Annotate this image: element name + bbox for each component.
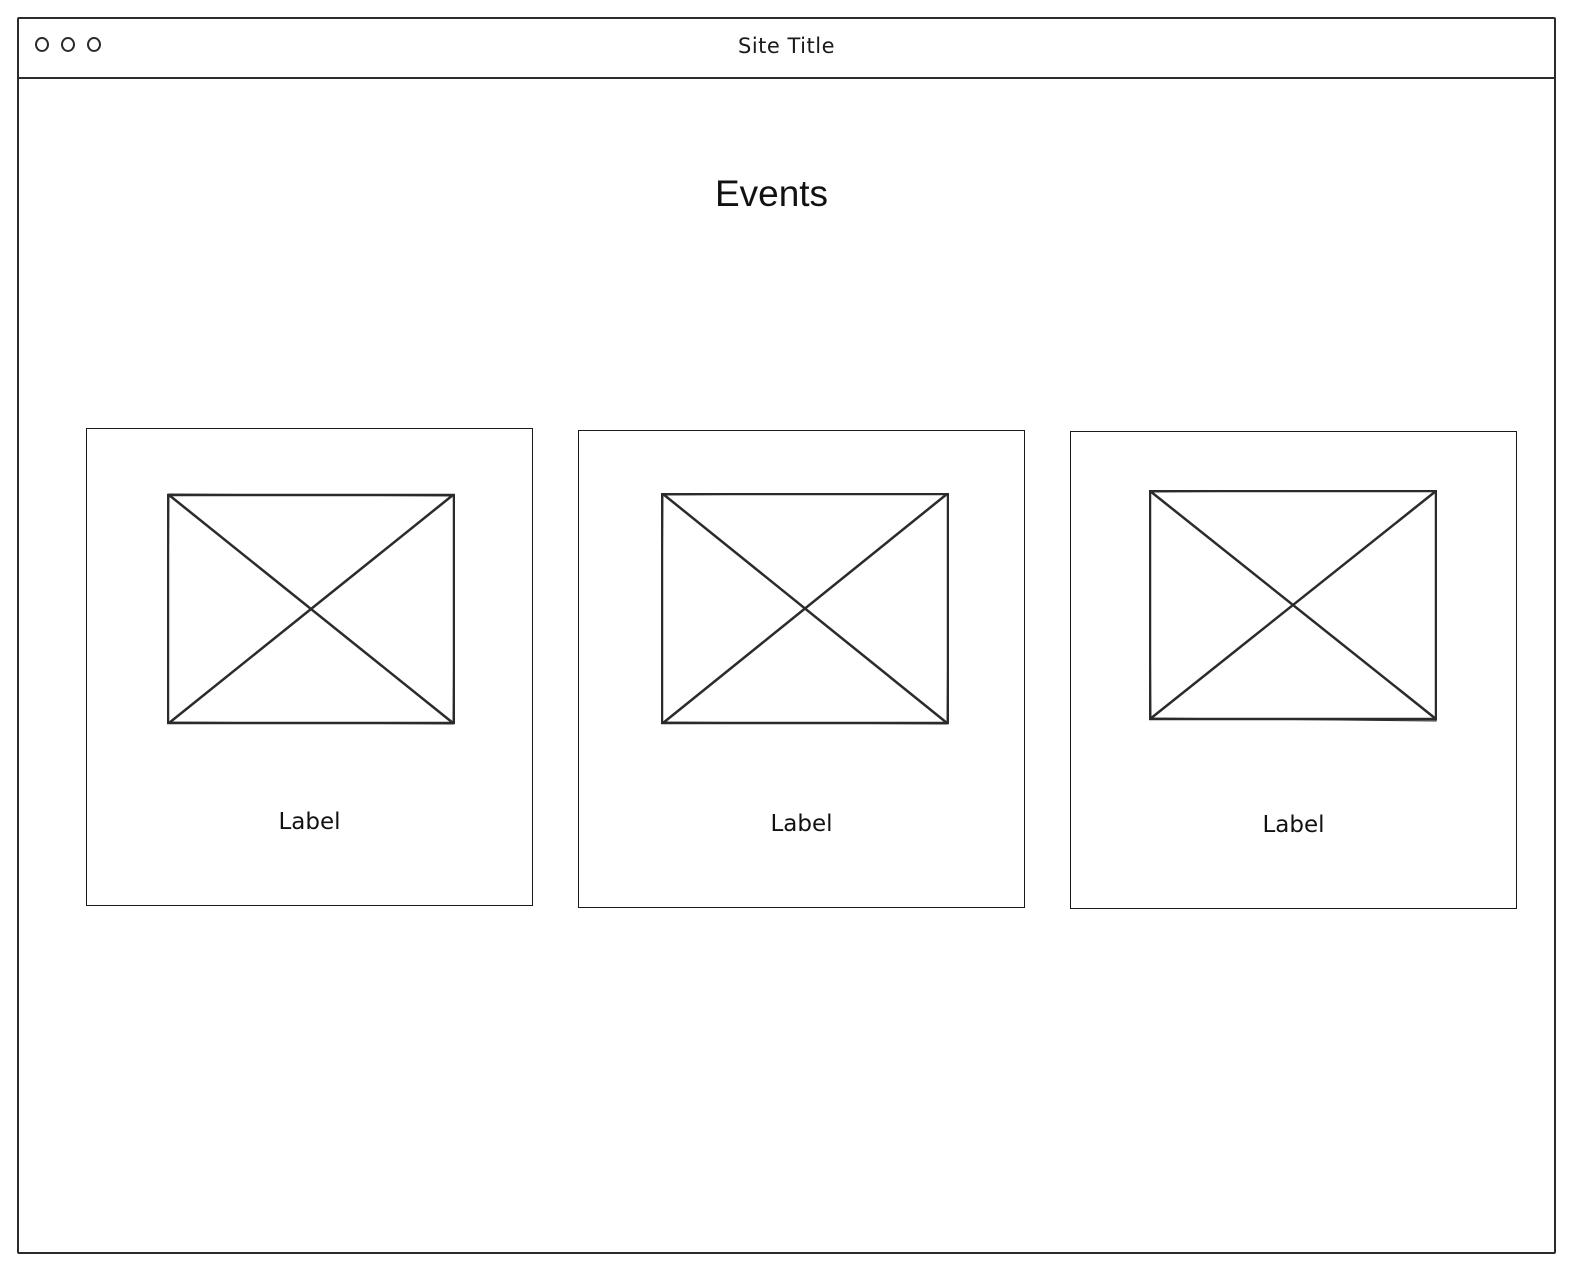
event-card-3[interactable]: Label <box>1070 431 1517 909</box>
title-bar: Site Title <box>19 19 1554 79</box>
event-card-1[interactable]: Label <box>86 428 533 906</box>
event-card-label: Label <box>770 811 833 837</box>
image-placeholder-icon <box>661 493 949 725</box>
image-placeholder-icon <box>167 493 455 725</box>
event-card-label: Label <box>1262 812 1325 838</box>
window-control-dot-1[interactable] <box>35 37 49 52</box>
window-controls <box>35 37 101 52</box>
window-control-dot-3[interactable] <box>87 37 101 52</box>
page-heading: Events <box>714 173 829 214</box>
event-card-2[interactable]: Label <box>578 430 1025 908</box>
window-control-dot-2[interactable] <box>61 37 75 52</box>
site-title: Site Title <box>738 34 835 58</box>
browser-window: Site Title Events Label Label <box>17 17 1556 1254</box>
event-card-label: Label <box>278 809 341 835</box>
image-placeholder-icon <box>1149 490 1437 722</box>
